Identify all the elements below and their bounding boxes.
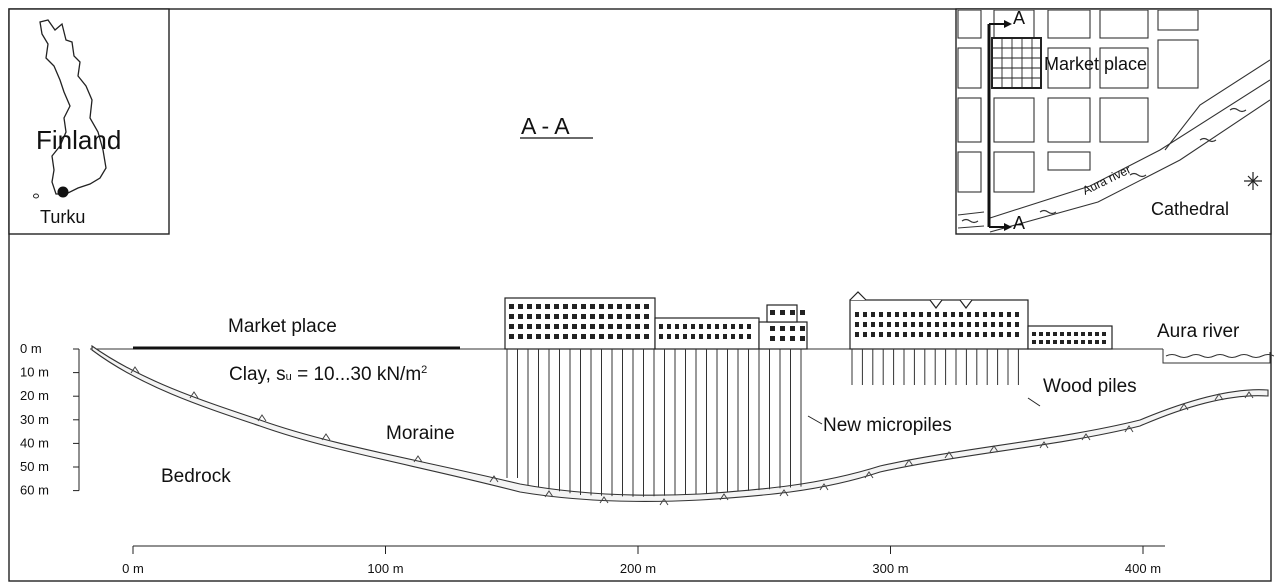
- wood-piles-leader: [1027, 397, 1041, 407]
- depth-axis: 0 m 10 m 20 m 30 m 40 m 50 m 60 m: [20, 341, 80, 498]
- distance-tick-label: 200 m: [620, 561, 656, 576]
- building-2: [654, 317, 760, 350]
- wood-piles: [851, 349, 1019, 385]
- clay-label-range: = 10...30 kN/m: [292, 364, 421, 385]
- aland-island: [33, 193, 39, 199]
- bedrock-label: Bedrock: [161, 466, 231, 487]
- city-map-frame: [955, 8, 1272, 235]
- building-windows: [509, 304, 1106, 344]
- cathedral-icon: [1244, 172, 1262, 190]
- micropiles: [506, 349, 802, 497]
- finland-inset-frame: [8, 8, 170, 235]
- clay-label-sup: 2: [421, 364, 427, 376]
- river-section: [1162, 349, 1274, 364]
- depth-tick-label: 30 m: [20, 412, 49, 427]
- aura-river-label: Aura river: [1157, 321, 1240, 342]
- map-cathedral-label: Cathedral: [1151, 199, 1229, 219]
- distance-tick-label: 0 m: [122, 561, 144, 576]
- depth-tick-label: 50 m: [20, 459, 49, 474]
- distance-tick-label: 100 m: [367, 561, 403, 576]
- turku-label: Turku: [40, 207, 85, 227]
- new-micropiles-label: New micropiles: [823, 415, 952, 436]
- finland-outline: [39, 19, 107, 195]
- distance-tick-label: 300 m: [872, 561, 908, 576]
- finland-label: Finland: [36, 125, 121, 155]
- buildings: [504, 291, 1113, 350]
- clay-label: Clay, su = 10...30 kN/m2: [229, 364, 427, 385]
- clay-label-sub: u: [286, 371, 292, 383]
- depth-tick-label: 10 m: [20, 365, 49, 380]
- depth-tick-label: 40 m: [20, 435, 49, 450]
- depth-tick-label: 0 m: [20, 341, 42, 356]
- moraine-layer: [91, 344, 1269, 503]
- outer-frame: [8, 8, 1272, 582]
- section-marker-bottom: A: [1013, 213, 1025, 233]
- depth-tick-label: 20 m: [20, 388, 49, 403]
- city-map-inset: A A Market place Aura river Cathedral: [955, 8, 1272, 235]
- finland-inset: Finland Turku: [8, 8, 170, 235]
- turku-dot: [57, 186, 69, 198]
- market-place-label: Market place: [228, 316, 337, 337]
- map-market-place-label: Market place: [1044, 54, 1147, 74]
- distance-tick-label: 400 m: [1125, 561, 1161, 576]
- clay-label-text: Clay, s: [229, 364, 286, 385]
- wood-piles-label: Wood piles: [1043, 376, 1137, 397]
- micropiles-leader: [807, 415, 823, 425]
- building-5: [1027, 325, 1113, 350]
- section-title: A - A: [521, 113, 570, 139]
- bedrock-hatches: [130, 366, 1254, 506]
- distance-axis: 0 m 100 m 200 m 300 m 400 m: [122, 546, 1161, 576]
- market-grid: [991, 37, 1042, 89]
- moraine-label: Moraine: [386, 423, 455, 444]
- depth-tick-label: 60 m: [20, 483, 49, 498]
- section-marker-top: A: [1013, 8, 1025, 28]
